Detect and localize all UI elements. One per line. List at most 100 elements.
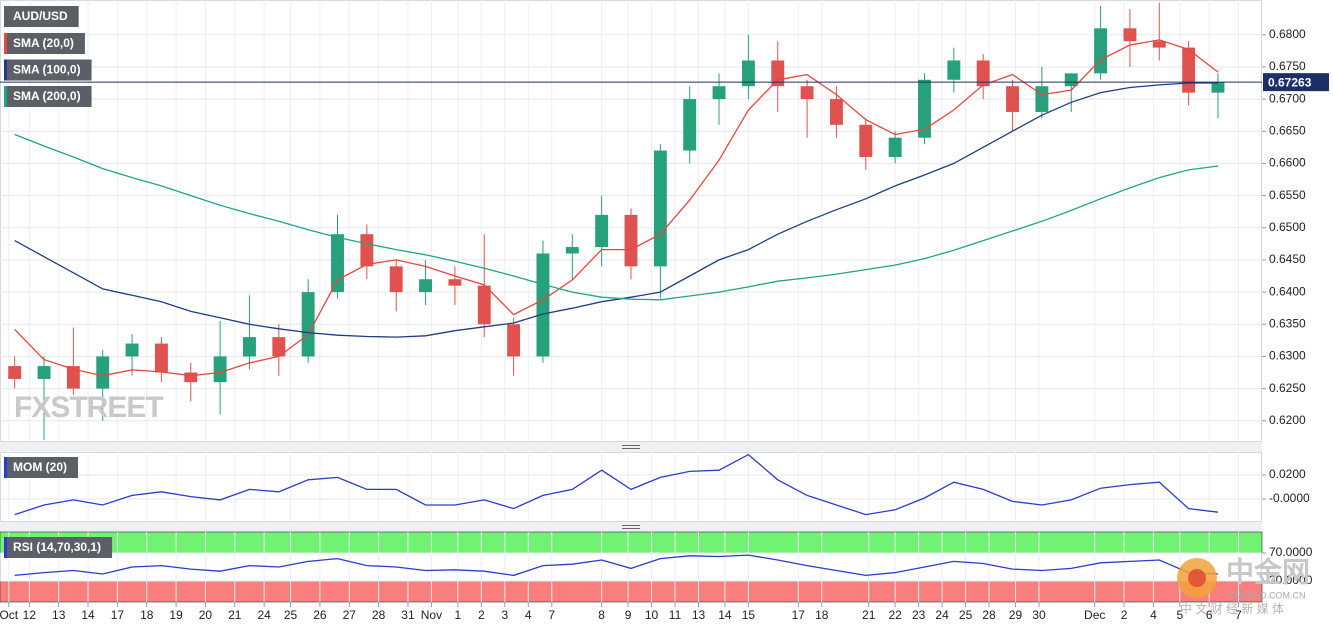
candle-body [96, 356, 110, 389]
logo-text: 中金网 [1226, 555, 1310, 587]
indicator-line [14, 453, 1219, 516]
x-tick-label: 29 [1009, 608, 1023, 622]
candle-body [536, 253, 550, 357]
indicator-line [14, 554, 1219, 577]
candle-body [243, 337, 256, 357]
candle-body [888, 137, 902, 157]
legend-label: SMA (20,0) [13, 36, 74, 50]
candle-body [448, 279, 462, 286]
x-tick-label: 14 [81, 608, 95, 622]
y-tick-label: 30.0000 [1269, 573, 1313, 587]
x-tick-label: 27 [343, 608, 357, 622]
y-tick-label: 0.6200 [1269, 413, 1306, 427]
x-tick-label: 6 [1206, 608, 1213, 622]
x-tick-label: 14 [718, 608, 732, 622]
candle-body [507, 324, 521, 357]
candle-body [154, 343, 168, 373]
x-tick-label: 15 [742, 608, 756, 622]
legend-label: RSI (14,70,30,1) [13, 540, 101, 554]
x-tick-label: 12 [23, 608, 37, 622]
panel-border [0, 0, 1262, 442]
candle-body [595, 214, 609, 248]
candle-body [741, 60, 755, 87]
x-tick-label: 3 [501, 608, 508, 622]
overbought-band [0, 531, 1263, 554]
x-tick-label: 13 [692, 608, 706, 622]
y-tick-label: 0.6800 [1269, 27, 1306, 41]
x-tick-label: 28 [982, 608, 996, 622]
y-tick-label: 0.6400 [1269, 284, 1306, 298]
candle-body [976, 60, 990, 87]
candle-body [301, 292, 315, 357]
legend-swatch [4, 537, 7, 558]
candle-body [800, 86, 814, 100]
candle-body [389, 266, 403, 293]
candle-body [213, 356, 227, 383]
panel-separator [0, 442, 1262, 452]
legend-label: SMA (100,0) [13, 63, 81, 77]
legend-box [4, 59, 92, 81]
candle-body [419, 279, 433, 293]
candle-body [1182, 47, 1196, 93]
legend-box [4, 6, 79, 27]
candle-body [829, 99, 843, 125]
x-tick-label: 23 [912, 608, 926, 622]
y-tick-label: 0.6500 [1269, 220, 1306, 234]
x-tick-label: 13 [52, 608, 66, 622]
candle-body [712, 86, 726, 100]
last-price-box [1263, 73, 1329, 92]
last-price-label: 0.67263 [1268, 75, 1312, 89]
y-tick-label: 0.6350 [1269, 316, 1306, 330]
x-tick-label: 9 [625, 608, 632, 622]
legend-swatch [4, 6, 7, 27]
y-tick-label: 0.6750 [1269, 59, 1306, 73]
legend-label: MOM (20) [13, 460, 67, 474]
x-tick-label: Nov [421, 608, 442, 622]
x-tick-label: 22 [888, 608, 902, 622]
logo-icon [1188, 569, 1206, 587]
y-tick-label: 0.0200 [1269, 467, 1306, 481]
x-tick-label: 30 [1032, 608, 1046, 622]
candle-body [1094, 28, 1108, 74]
resize-grip [622, 445, 640, 529]
x-tick-label: 1 [454, 608, 461, 622]
y-tick-label: 0.6650 [1269, 123, 1306, 137]
candle-body [1006, 86, 1019, 112]
x-tick-label: 20 [199, 608, 213, 622]
y-tick-label: 70.0000 [1269, 545, 1313, 559]
legend-swatch [4, 59, 7, 81]
candle-body [360, 234, 374, 267]
logo-tagline: 中 文 财 经 新 媒 体 [1180, 601, 1284, 616]
x-tick-label: 2 [478, 608, 485, 622]
candle-body [653, 150, 667, 267]
candle-body [272, 337, 286, 357]
x-tick-label: 19 [169, 608, 183, 622]
x-tick-label: 28 [372, 608, 386, 622]
x-tick-label: 26 [313, 608, 327, 622]
x-tick-label: 2 [1121, 608, 1128, 622]
candle-body [477, 285, 491, 325]
x-tick-label: 7 [548, 608, 555, 622]
panel-separator [0, 522, 1262, 532]
y-tick-label: 0.6250 [1269, 381, 1306, 395]
legend-swatch [4, 457, 7, 478]
x-tick-label: 24 [257, 608, 271, 622]
legend-box [4, 537, 113, 558]
x-tick-label: 18 [815, 608, 829, 622]
candle-body [624, 214, 638, 267]
oversold-band [0, 580, 1263, 603]
x-tick-label: 24 [935, 608, 949, 622]
logo-url: CNGOLD.COM.CN [1228, 590, 1306, 600]
candle-body [184, 372, 198, 383]
candle-body [947, 60, 961, 80]
candle-body [918, 79, 931, 138]
x-tick-label: 25 [284, 608, 298, 622]
candle-body [1152, 41, 1166, 48]
x-tick-label: 4 [525, 608, 532, 622]
x-tick-label: 4 [1150, 608, 1157, 622]
indicator-line [14, 133, 1219, 301]
legend-swatch [4, 33, 7, 54]
x-tick-label: 11 [669, 608, 682, 622]
